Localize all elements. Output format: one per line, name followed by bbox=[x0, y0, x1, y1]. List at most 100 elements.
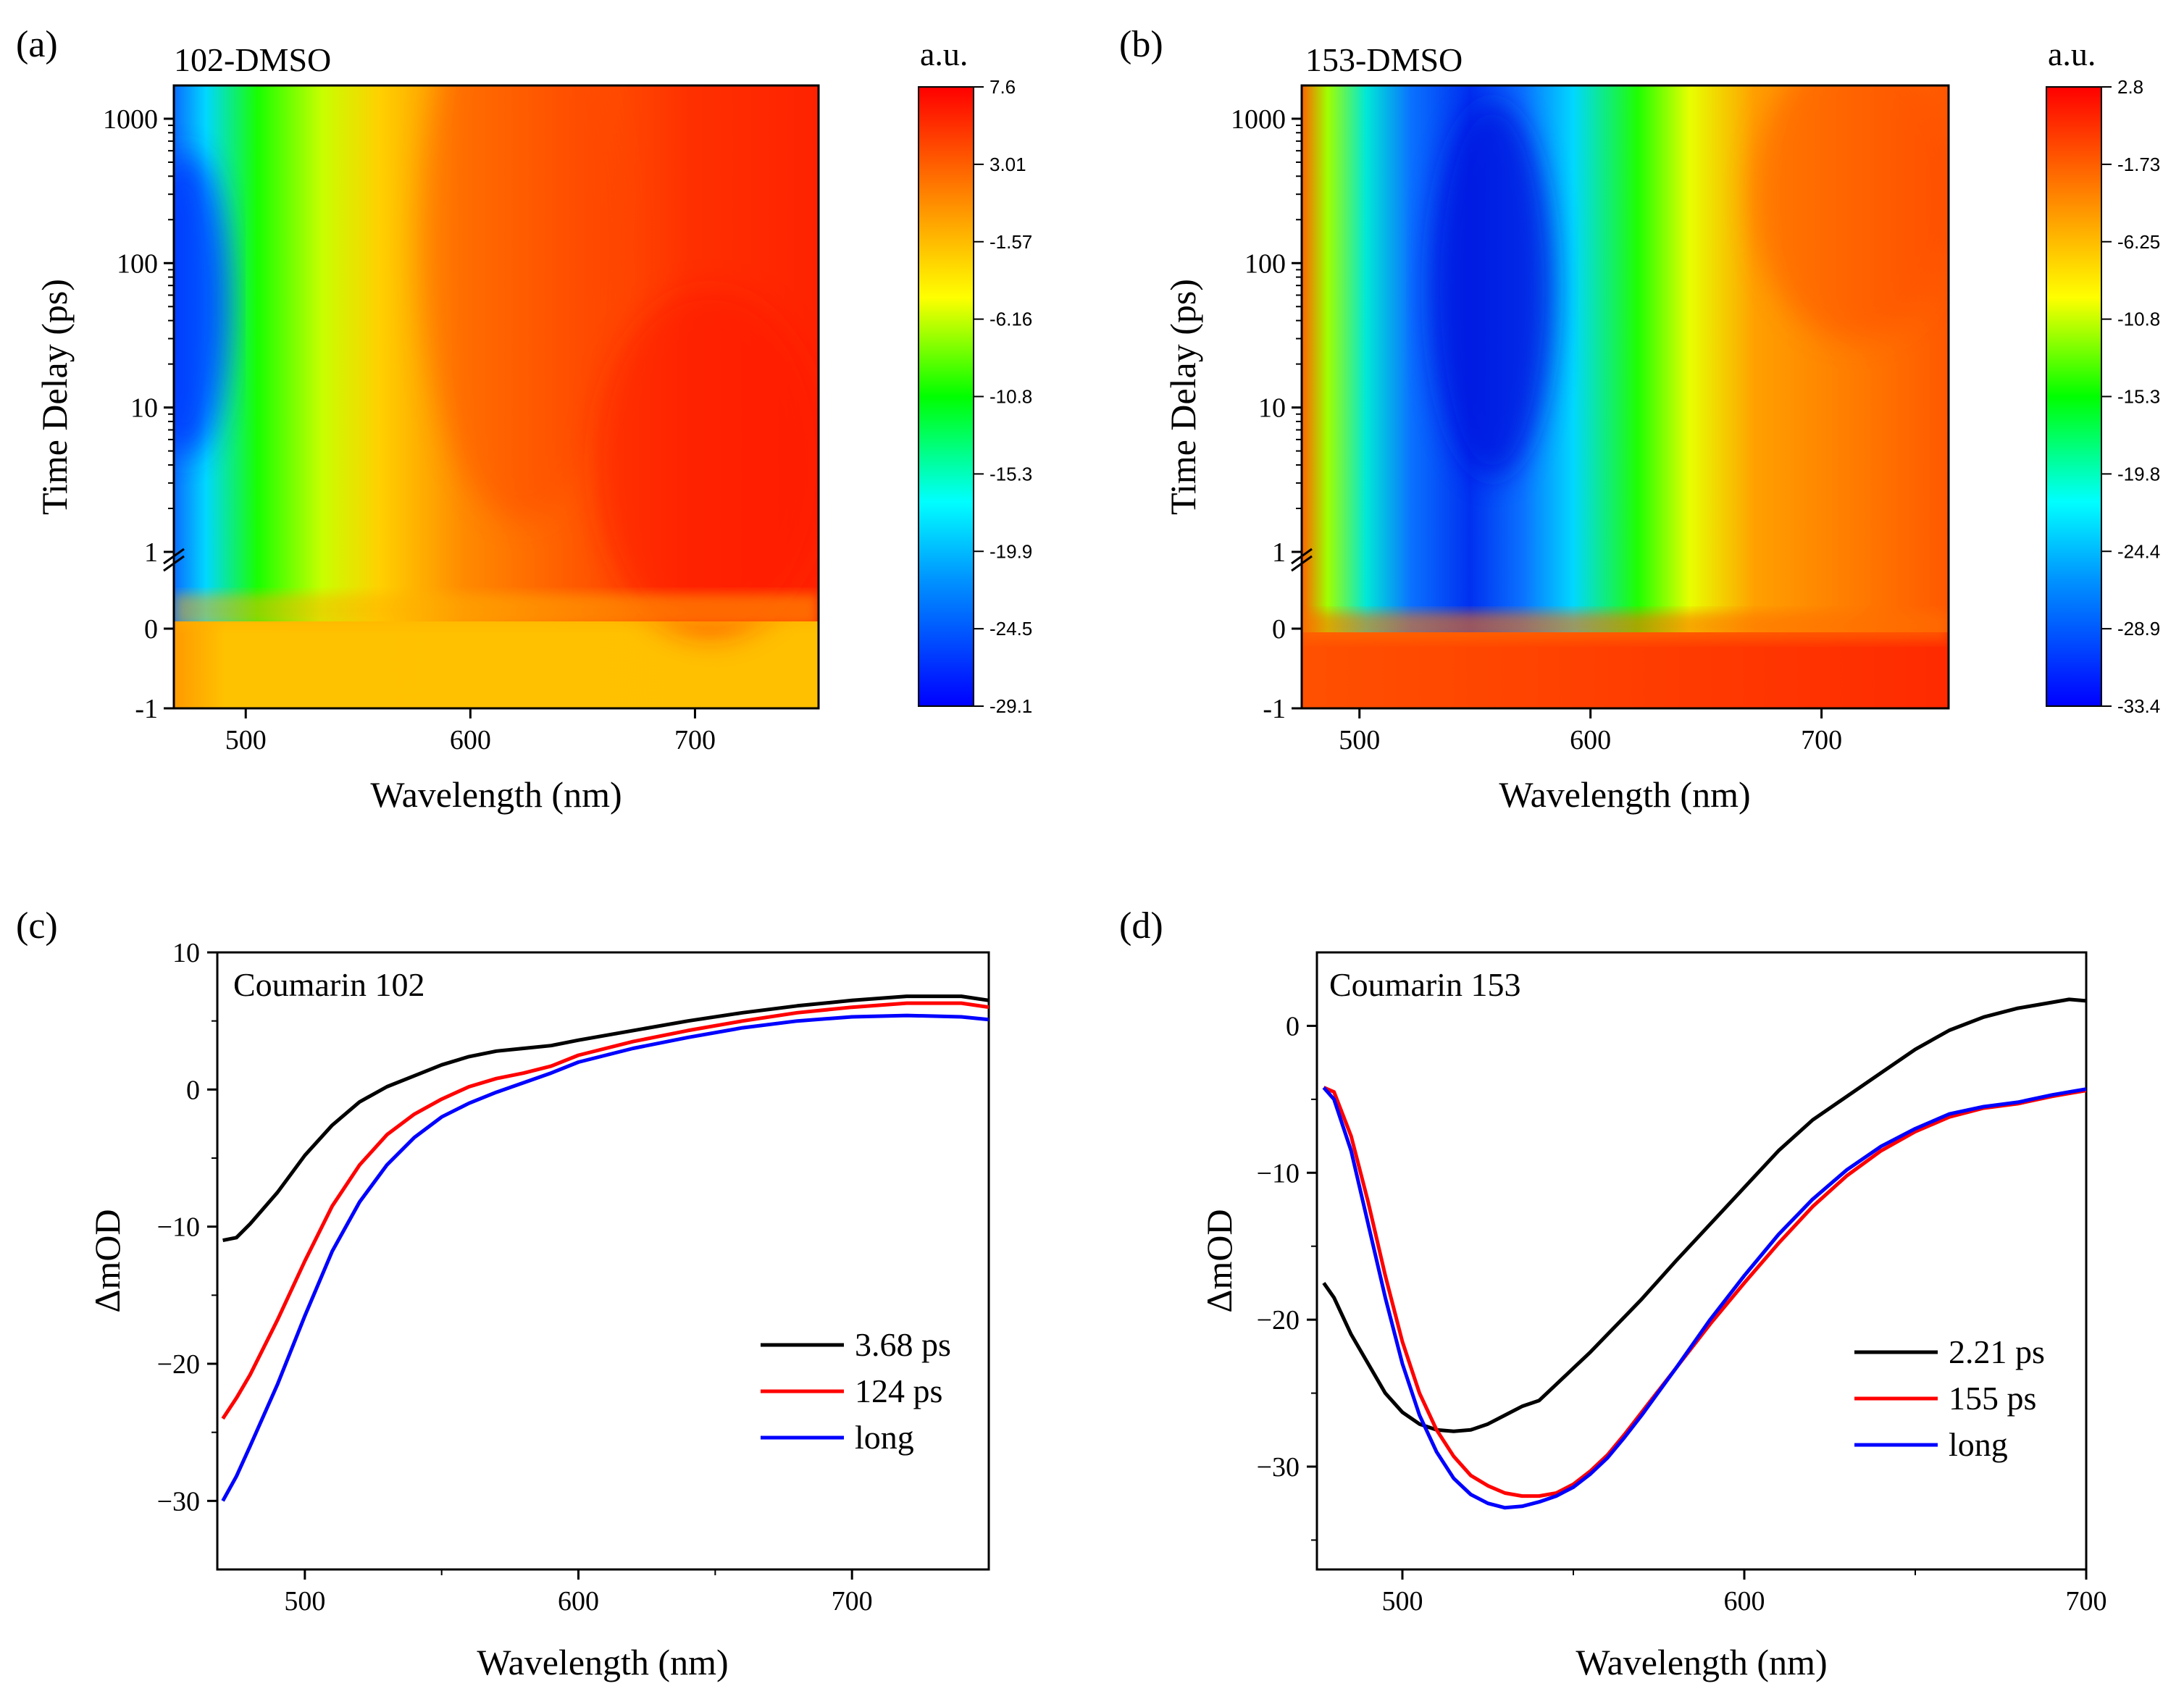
colorbar-tick-label: -29.1 bbox=[990, 695, 1032, 717]
colorbar-tick-label: -19.9 bbox=[990, 540, 1032, 562]
axis-break bbox=[1291, 548, 1313, 572]
y-tick-label: 0 bbox=[1272, 614, 1286, 645]
x-axis-label: Wavelength (nm) bbox=[370, 774, 622, 815]
y-tick-label: 0 bbox=[144, 614, 158, 645]
series-line bbox=[221, 1013, 989, 1502]
axis-ticks-a: 500 600 700 -1 0 1 10 100 1000 bbox=[103, 104, 716, 755]
colorbar-tick-label: -28.9 bbox=[2117, 618, 2160, 640]
x-tick-label: 600 bbox=[558, 1586, 599, 1617]
series-line bbox=[221, 1001, 989, 1420]
y-axis-label: ΔmOD bbox=[1199, 1209, 1239, 1312]
colorbar-tick-label: -10.8 bbox=[990, 386, 1032, 408]
x-tick-label: 500 bbox=[225, 725, 267, 755]
y-tick-label: 100 bbox=[1244, 248, 1286, 279]
panel-c: (c) Coumarin 102 500 600 700 10 0 −10 −20 −30 3… bbox=[16, 905, 990, 1682]
y-tick-label: −10 bbox=[1257, 1158, 1300, 1189]
x-tick-label: 500 bbox=[1382, 1586, 1423, 1617]
series-line bbox=[1323, 1086, 2086, 1498]
x-tick-label: 600 bbox=[1724, 1586, 1765, 1617]
x-tick-label: 700 bbox=[674, 725, 716, 755]
plot-area-c bbox=[221, 994, 989, 1502]
plot-title: Coumarin 102 bbox=[233, 966, 424, 1003]
heatmap-a bbox=[174, 85, 819, 708]
panel-label: (a) bbox=[16, 24, 58, 65]
panel-b: (b) 153-DMSO 500 600 700 -1 0 1 10 100 1000 Wave… bbox=[1119, 24, 2160, 815]
y-tick-label: 10 bbox=[172, 938, 200, 968]
legend-d: 2.21 ps 155 ps long bbox=[1854, 1333, 2045, 1463]
panel-a: (a) 102-DMSO 500 600 700 -1 0 1 10 100 1000 Wave… bbox=[16, 24, 1032, 815]
y-tick-label: 0 bbox=[1286, 1011, 1300, 1041]
x-tick-label: 600 bbox=[1570, 725, 1611, 755]
colorbar-tick-label: -1.73 bbox=[2117, 154, 2160, 175]
colorbar-tick-label: 3.01 bbox=[990, 154, 1026, 175]
series-line bbox=[1322, 997, 2086, 1433]
colorbar-tick-label: -15.3 bbox=[990, 463, 1032, 485]
y-tick-label: −20 bbox=[157, 1349, 200, 1380]
series-line bbox=[222, 994, 989, 1243]
y-axis-label: Time Delay (ps) bbox=[1163, 279, 1203, 515]
colorbar-a: a.u. 7.6 3.01 -1.57 -6.16 -10.8 -15.3 -19.9 -24… bbox=[918, 35, 1032, 717]
colorbar-tick-label: -6.16 bbox=[990, 309, 1032, 330]
y-tick-label: −20 bbox=[1257, 1305, 1300, 1336]
legend-c: 3.68 ps 124 ps long bbox=[761, 1326, 951, 1456]
y-axis-label: ΔmOD bbox=[87, 1209, 127, 1312]
colorbar-tick-label: -15.3 bbox=[2117, 386, 2160, 408]
x-axis-label: Wavelength (nm) bbox=[1499, 774, 1750, 815]
y-tick-label: 1000 bbox=[1231, 104, 1286, 135]
colorbar-tick-label: -33.4 bbox=[2117, 695, 2160, 717]
colorbar-tick-label: -1.57 bbox=[990, 231, 1032, 253]
panel-label: (b) bbox=[1119, 24, 1163, 65]
heatmap-title: 153-DMSO bbox=[1305, 41, 1463, 78]
y-tick-label: 1 bbox=[144, 537, 158, 568]
axis-ticks-b: 500 600 700 -1 0 1 10 100 1000 bbox=[1231, 104, 1842, 755]
colorbar-title: a.u. bbox=[2048, 35, 2096, 72]
panel-d: (d) Coumarin 153 500 600 700 0 −10 −20 −30 2.2… bbox=[1119, 905, 2107, 1682]
colorbar-b: a.u. 2.8 -1.73 -6.25 -10.8 -15.3 -19.8 -24.4 -2… bbox=[2046, 35, 2160, 717]
colorbar-tick-label: 2.8 bbox=[2117, 76, 2143, 98]
legend-label: 155 ps bbox=[1949, 1380, 2036, 1417]
x-tick-label: 500 bbox=[1339, 725, 1380, 755]
y-tick-label: −30 bbox=[157, 1486, 200, 1517]
legend-label: long bbox=[855, 1419, 914, 1456]
x-tick-label: 600 bbox=[450, 725, 491, 755]
colorbar-tick-label: 7.6 bbox=[990, 76, 1016, 98]
colorbar-tick-label: -24.5 bbox=[990, 618, 1032, 640]
y-tick-label: −30 bbox=[1257, 1452, 1300, 1483]
x-tick-label: 700 bbox=[1801, 725, 1842, 755]
y-tick-label: 1000 bbox=[103, 104, 158, 135]
panel-label: (d) bbox=[1119, 905, 1163, 947]
colorbar-tick-label: -24.4 bbox=[2117, 540, 2160, 562]
y-tick-label: −10 bbox=[157, 1212, 200, 1243]
axis-ticks-c: 500 600 700 10 0 −10 −20 −30 bbox=[157, 938, 873, 1617]
y-tick-label: -1 bbox=[135, 694, 158, 724]
y-tick-label: 0 bbox=[186, 1075, 200, 1105]
plot-title: Coumarin 153 bbox=[1329, 966, 1520, 1003]
x-tick-label: 700 bbox=[2066, 1586, 2107, 1617]
y-tick-label: 10 bbox=[1258, 393, 1286, 424]
y-tick-label: -1 bbox=[1263, 694, 1286, 724]
x-axis-label: Wavelength (nm) bbox=[1576, 1642, 1827, 1682]
colorbar-tick-label: -19.8 bbox=[2117, 463, 2160, 485]
legend-label: 124 ps bbox=[855, 1372, 942, 1409]
x-axis-label: Wavelength (nm) bbox=[477, 1642, 728, 1682]
colorbar-tick-label: -10.8 bbox=[2117, 309, 2160, 330]
colorbar-tick-label: -6.25 bbox=[2117, 231, 2160, 253]
heatmap-title: 102-DMSO bbox=[174, 41, 331, 78]
y-tick-label: 1 bbox=[1272, 537, 1286, 568]
panel-label: (c) bbox=[16, 905, 58, 947]
y-tick-label: 100 bbox=[117, 248, 158, 279]
axis-ticks-d: 500 600 700 0 −10 −20 −30 bbox=[1257, 1011, 2107, 1617]
y-axis-label: Time Delay (ps) bbox=[34, 279, 75, 515]
series-line bbox=[1322, 1086, 2086, 1510]
axis-break bbox=[163, 548, 185, 572]
legend-label: long bbox=[1949, 1426, 2008, 1463]
y-tick-label: 10 bbox=[130, 393, 158, 424]
legend-label: 3.68 ps bbox=[855, 1326, 951, 1363]
colorbar-title: a.u. bbox=[920, 35, 968, 72]
legend-label: 2.21 ps bbox=[1949, 1333, 2045, 1370]
x-tick-label: 700 bbox=[832, 1586, 873, 1617]
heatmap-b bbox=[1302, 85, 1949, 708]
plot-area-d bbox=[1322, 997, 2086, 1510]
x-tick-label: 500 bbox=[284, 1586, 325, 1617]
